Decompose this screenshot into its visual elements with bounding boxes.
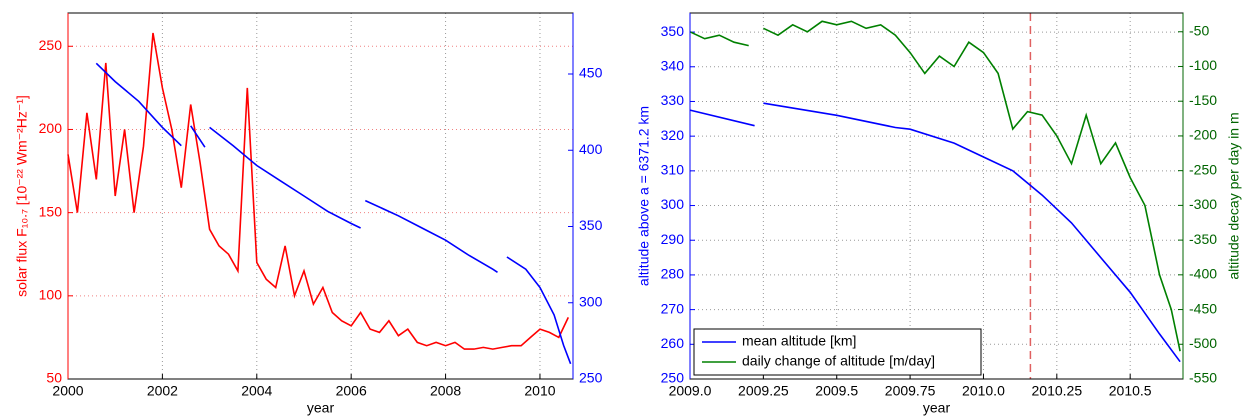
y2-tick-label: -550 [1189, 370, 1217, 386]
x-tick-label: 2010.5 [1109, 383, 1152, 399]
x-tick-label: 2004 [241, 383, 272, 399]
plot-area [690, 13, 1183, 379]
y-tick-label: 270 [661, 300, 685, 316]
y-tick-label: 340 [661, 57, 685, 73]
y2-tick-label: -450 [1189, 300, 1217, 316]
y2-axis-label: altitude decay per day in m [1226, 112, 1242, 279]
x-tick-label: 2009.0 [669, 383, 712, 399]
y-tick-label: 150 [39, 203, 63, 219]
y-tick-label: 310 [661, 162, 685, 178]
x-tick-label: 2009.5 [815, 383, 858, 399]
y2-tick-label: 400 [579, 141, 603, 157]
x-tick-label: 2010.0 [962, 383, 1005, 399]
y2-tick-label: -200 [1189, 127, 1217, 143]
y2-tick-label: 450 [579, 65, 603, 81]
y2-tick-label: -350 [1189, 231, 1217, 247]
x-axis-label: year [923, 400, 951, 416]
x-tick-label: 2009.75 [885, 383, 936, 399]
plot-area [68, 13, 573, 379]
y2-tick-label: 300 [579, 293, 603, 309]
y-tick-label: 320 [661, 127, 685, 143]
y-tick-label: 250 [39, 37, 63, 53]
y2-tick-label: -150 [1189, 92, 1217, 108]
y-tick-label: 50 [46, 370, 62, 386]
y2-tick-label: -50 [1189, 22, 1209, 38]
y2-tick-label: -300 [1189, 196, 1217, 212]
x-axis-label: year [307, 400, 335, 416]
data-line [689, 20, 1181, 352]
x-tick-label: 2010.25 [1032, 383, 1083, 399]
y-tick-label: 100 [39, 287, 63, 303]
x-tick-label: 2006 [336, 383, 367, 399]
y-axis-label: solar flux F₁₀.₇ [10⁻²² Wm⁻²Hz⁻¹] [14, 95, 30, 297]
y-tick-label: 330 [661, 92, 685, 108]
data-line [67, 32, 570, 350]
legend-label: mean altitude [km] [742, 333, 856, 349]
y2-tick-label: 250 [579, 370, 603, 386]
y2-tick-label: -100 [1189, 57, 1217, 73]
legend-label: daily change of altitude [m/day] [742, 353, 935, 369]
x-tick-label: 2008 [430, 383, 461, 399]
y2-tick-label: -400 [1189, 266, 1217, 282]
x-tick-label: 2000 [52, 383, 83, 399]
y-tick-label: 280 [661, 266, 685, 282]
x-tick-label: 2009.25 [738, 383, 789, 399]
x-tick-label: 2002 [147, 383, 178, 399]
x-tick-label: 2010 [524, 383, 555, 399]
y-tick-label: 290 [661, 231, 685, 247]
y-tick-label: 250 [661, 370, 685, 386]
y2-tick-label: 350 [579, 217, 603, 233]
y-axis-label: altitude above a = 6371.2 km [636, 106, 652, 286]
data-line [95, 62, 572, 365]
y-tick-label: 350 [661, 23, 685, 39]
y-tick-label: 200 [39, 120, 63, 136]
y-tick-label: 300 [661, 196, 685, 212]
legend-box [693, 328, 982, 376]
y-tick-label: 260 [661, 335, 685, 351]
y2-tick-label: -500 [1189, 335, 1217, 351]
data-line [689, 102, 1181, 363]
y2-tick-label: -250 [1189, 161, 1217, 177]
